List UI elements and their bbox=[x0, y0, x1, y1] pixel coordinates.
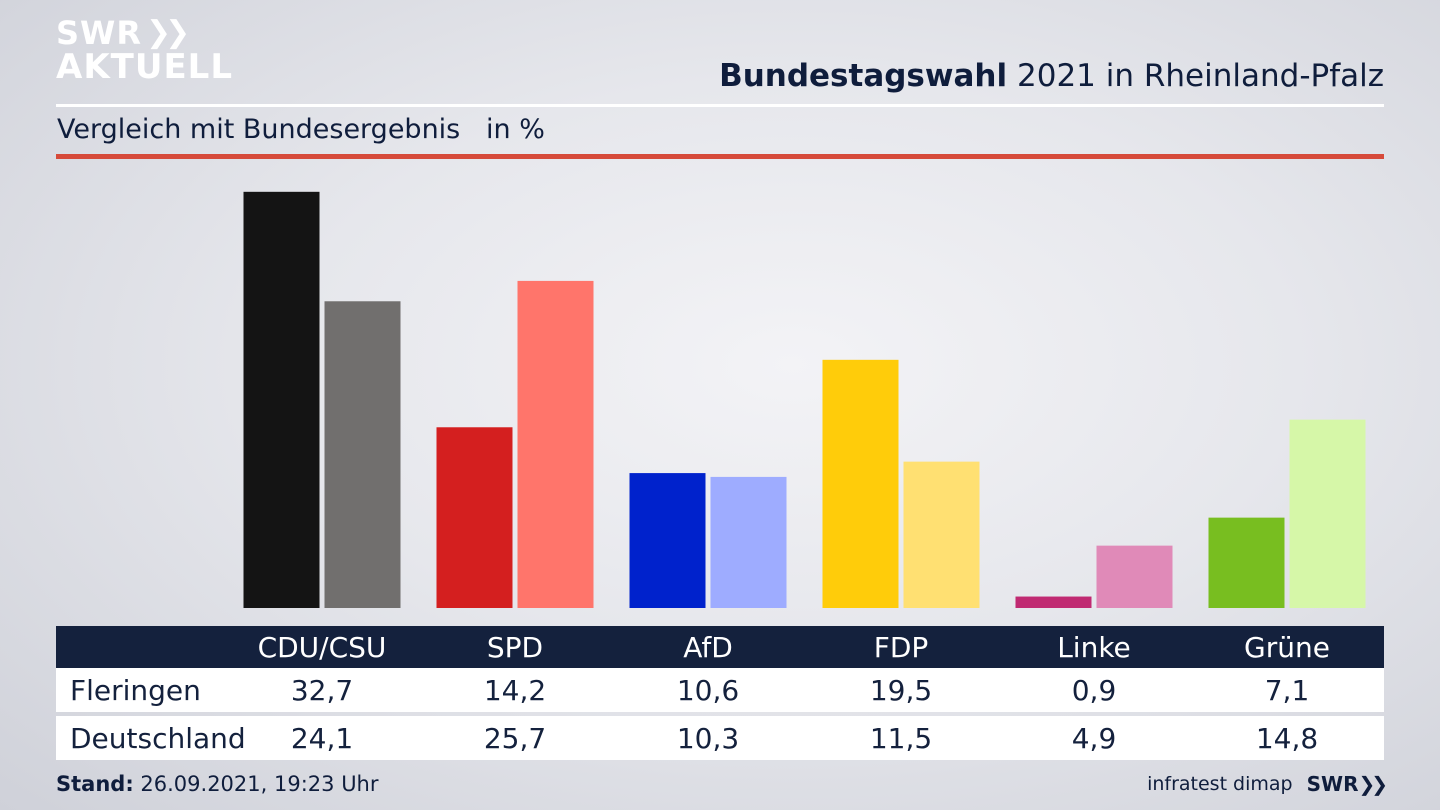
bar-gr-ne-fleringen bbox=[1208, 517, 1285, 608]
logo-text-swr: SWR bbox=[56, 14, 142, 52]
header-divider bbox=[56, 104, 1384, 107]
bar-chart bbox=[243, 191, 1366, 608]
value-cell: 0,9 bbox=[1071, 673, 1117, 707]
bar-afd-deutschland bbox=[710, 476, 787, 608]
bar-fdp-deutschland bbox=[903, 461, 980, 608]
bar-gr-ne-deutschland bbox=[1289, 419, 1366, 608]
bar-afd-fleringen bbox=[629, 473, 706, 608]
table-row: Fleringen 32,7 14,2 10,6 19,5 0,9 7,1 bbox=[56, 668, 1384, 712]
value-cell: 32,7 bbox=[290, 673, 354, 707]
column-header: Linke bbox=[1057, 630, 1131, 664]
column-header: Grüne bbox=[1244, 630, 1330, 664]
value-cell: 14,8 bbox=[1255, 721, 1319, 755]
table-header-row: CDU/CSU SPD AfD FDP Linke Grüne bbox=[56, 626, 1384, 668]
bar-spd-fleringen bbox=[436, 427, 513, 608]
bar-cdu-csu-deutschland bbox=[324, 301, 401, 608]
column-header: AfD bbox=[683, 630, 733, 664]
value-cell: 4,9 bbox=[1071, 721, 1117, 755]
timestamp: Stand: 26.09.2021, 19:23 Uhr bbox=[56, 772, 379, 796]
value-cell: 11,5 bbox=[869, 721, 933, 755]
value-cell: 25,7 bbox=[483, 721, 547, 755]
row-label: Fleringen bbox=[70, 673, 201, 707]
title-bold: Bundestagswahl bbox=[719, 58, 1008, 94]
value-cell: 14,2 bbox=[483, 673, 547, 707]
column-header: FDP bbox=[873, 630, 929, 664]
swr-logo-small: SWR❯❯ bbox=[1306, 772, 1388, 796]
stand-label: Stand: bbox=[56, 772, 134, 796]
bar-linke-fleringen bbox=[1015, 596, 1092, 608]
results-table: CDU/CSU SPD AfD FDP Linke Grüne Fleringen 32,7… bbox=[56, 626, 1384, 760]
source-credit: infratest dimap SWR❯❯ bbox=[1147, 772, 1388, 796]
table-row: Deutschland 24,1 25,7 10,3 11,5 4,9 14,8 bbox=[56, 716, 1384, 760]
source-label: infratest dimap bbox=[1147, 773, 1293, 795]
bar-linke-deutschland bbox=[1096, 545, 1173, 608]
double-chevron-icon: ❯❯ bbox=[1358, 772, 1387, 796]
bar-fdp-fleringen bbox=[822, 359, 899, 608]
value-cell: 24,1 bbox=[290, 721, 354, 755]
double-chevron-icon: ❯❯ bbox=[145, 15, 190, 50]
value-cell: 19,5 bbox=[869, 673, 933, 707]
logo-text-aktuell: AKTUELL bbox=[56, 47, 234, 87]
stand-value: 26.09.2021, 19:23 Uhr bbox=[140, 772, 379, 796]
title-rest: 2021 in Rheinland-Pfalz bbox=[1017, 58, 1384, 94]
swr-logo-text: SWR bbox=[1306, 772, 1359, 796]
chart-title: Bundestagswahl 2021 in Rheinland-Pfalz bbox=[719, 58, 1384, 94]
value-cell: 10,6 bbox=[676, 673, 740, 707]
bar-cdu-csu-fleringen bbox=[243, 191, 320, 608]
column-header: SPD bbox=[486, 630, 544, 664]
value-cell: 10,3 bbox=[676, 721, 740, 755]
row-label: Deutschland bbox=[70, 721, 246, 755]
value-cell: 7,1 bbox=[1264, 673, 1310, 707]
bar-spd-deutschland bbox=[517, 280, 594, 608]
column-header: CDU/CSU bbox=[257, 630, 387, 664]
swr-aktuell-logo: SWR ❯❯ AKTUELL bbox=[56, 14, 234, 87]
accent-divider bbox=[56, 154, 1384, 159]
chart-subtitle: Vergleich mit Bundesergebnis in % bbox=[57, 114, 545, 145]
